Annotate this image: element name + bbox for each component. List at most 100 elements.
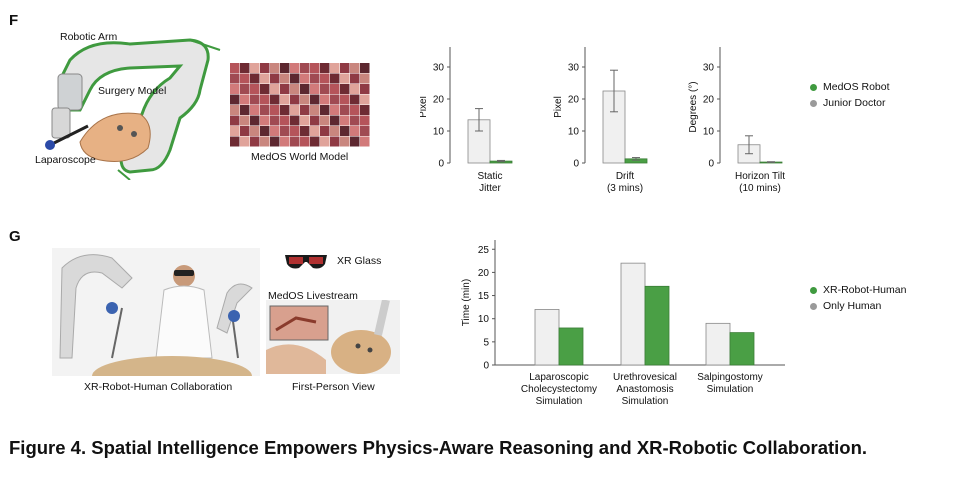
left-robot-arm xyxy=(59,254,133,359)
mosaic-tile xyxy=(350,84,360,94)
mosaic-tile xyxy=(260,115,270,126)
mosaic-tile xyxy=(250,136,260,147)
head-model xyxy=(331,330,391,374)
mosaic-tile xyxy=(360,63,370,73)
mosaic-tile xyxy=(280,126,290,136)
mosaic-tile xyxy=(310,126,320,136)
mosaic-tile xyxy=(250,105,260,115)
mosaic-tile xyxy=(320,73,330,84)
mosaic-tile xyxy=(290,136,300,147)
y-axis-label: Pixel xyxy=(553,96,564,118)
label-xr-glass: XR Glass xyxy=(337,255,382,267)
mosaic-tile xyxy=(340,105,350,115)
bar xyxy=(534,309,560,366)
mosaic-tile xyxy=(260,84,270,94)
mosaic-tile xyxy=(360,105,370,115)
mosaic-tile xyxy=(340,73,350,84)
legend-dot-green xyxy=(810,286,817,294)
mosaic-tile xyxy=(340,94,350,105)
mosaic-tile xyxy=(270,126,280,136)
mosaic-tile xyxy=(260,126,270,136)
y-tick-label: 0 xyxy=(438,159,444,170)
x-tick-label: Laparoscopic xyxy=(529,372,588,383)
mosaic-tile xyxy=(310,105,320,115)
y-tick-label: 5 xyxy=(483,337,489,348)
mosaic-tile xyxy=(320,94,330,105)
mosaic-tile xyxy=(280,105,290,115)
mosaic-tile xyxy=(260,73,270,84)
mosaic-tile xyxy=(280,63,290,73)
x-tick-label: Simulation xyxy=(622,396,669,407)
mosaic-tile xyxy=(360,94,370,105)
legend-panel-g: XR-Robot-Human Only Human xyxy=(810,282,906,314)
mosaic-tile xyxy=(310,136,320,147)
mosaic-tile xyxy=(280,73,290,84)
mosaic-tile xyxy=(320,84,330,94)
patient-model xyxy=(92,356,252,376)
mosaic-tile xyxy=(340,63,350,73)
mosaic-tile xyxy=(330,94,340,105)
bar xyxy=(729,332,755,366)
x-tick-label: Anastomosis xyxy=(616,384,673,395)
mosaic-tile xyxy=(270,63,280,73)
mosaic-tile xyxy=(290,73,300,84)
mosaic-tile xyxy=(250,126,260,136)
mosaic-tile xyxy=(260,136,270,147)
mosaic-tile xyxy=(290,94,300,105)
mosaic-tile xyxy=(350,115,360,126)
mosaic-tile xyxy=(290,105,300,115)
mosaic-tile xyxy=(290,115,300,126)
mosaic-tile xyxy=(330,126,340,136)
mosaic-tile xyxy=(320,136,330,147)
x-tick-label: Static xyxy=(477,171,502,182)
x-tick-label: Drift xyxy=(616,171,635,182)
legend-item-xr-robot-human: XR-Robot-Human xyxy=(810,282,906,298)
mosaic-tile xyxy=(280,84,290,94)
mosaic-tile xyxy=(330,84,340,94)
mosaic-tile xyxy=(270,73,280,84)
y-axis-label: Degrees (°) xyxy=(688,81,699,132)
mosaic-tile xyxy=(340,136,350,147)
mosaic-tile xyxy=(260,105,270,115)
mosaic-tile xyxy=(260,63,270,73)
y-tick-label: 25 xyxy=(478,245,490,256)
mosaic-tile xyxy=(270,105,280,115)
x-tick-label: Salpingostomy xyxy=(697,372,763,383)
mosaic-tile xyxy=(240,94,250,105)
mosaic-tile xyxy=(240,136,250,147)
chart-2: 0 10 20 30 Pixel Drift(3 mins) xyxy=(553,47,648,194)
label-first-person: First-Person View xyxy=(292,381,375,393)
y-tick-label: 20 xyxy=(703,95,715,106)
mosaic-tile xyxy=(310,115,320,126)
label-surgery-model: Surgery Model xyxy=(98,85,167,97)
mosaic-tile xyxy=(350,126,360,136)
x-tick-label: Simulation xyxy=(536,396,583,407)
laparoscope-tip xyxy=(45,140,55,150)
x-tick-label: Jitter xyxy=(479,183,501,194)
mosaic-tile xyxy=(330,105,340,115)
y-tick-label: 10 xyxy=(433,127,445,138)
mosaic-tile xyxy=(310,73,320,84)
mosaic-tile xyxy=(230,94,240,105)
legend-label: Only Human xyxy=(823,300,882,312)
label-laparoscope: Laparoscope xyxy=(35,154,96,166)
x-tick-label: (3 mins) xyxy=(607,183,643,194)
mosaic-tile xyxy=(230,63,240,73)
mosaic-tile xyxy=(350,105,360,115)
mosaic-tile xyxy=(280,94,290,105)
y-tick-label: 30 xyxy=(433,63,445,74)
mosaic-tile xyxy=(350,73,360,84)
mosaic-tile xyxy=(320,105,330,115)
mosaic-tile xyxy=(230,115,240,126)
mosaic-tile xyxy=(280,115,290,126)
mosaic-tile xyxy=(270,84,280,94)
mosaic-tile xyxy=(360,136,370,147)
mosaic-tile xyxy=(360,126,370,136)
first-person-photo xyxy=(266,300,400,374)
mosaic-tile xyxy=(250,73,260,84)
mosaic-tile xyxy=(230,84,240,94)
legend-label: Junior Doctor xyxy=(823,97,886,109)
mosaic-tile xyxy=(360,115,370,126)
mosaic-tile xyxy=(240,63,250,73)
